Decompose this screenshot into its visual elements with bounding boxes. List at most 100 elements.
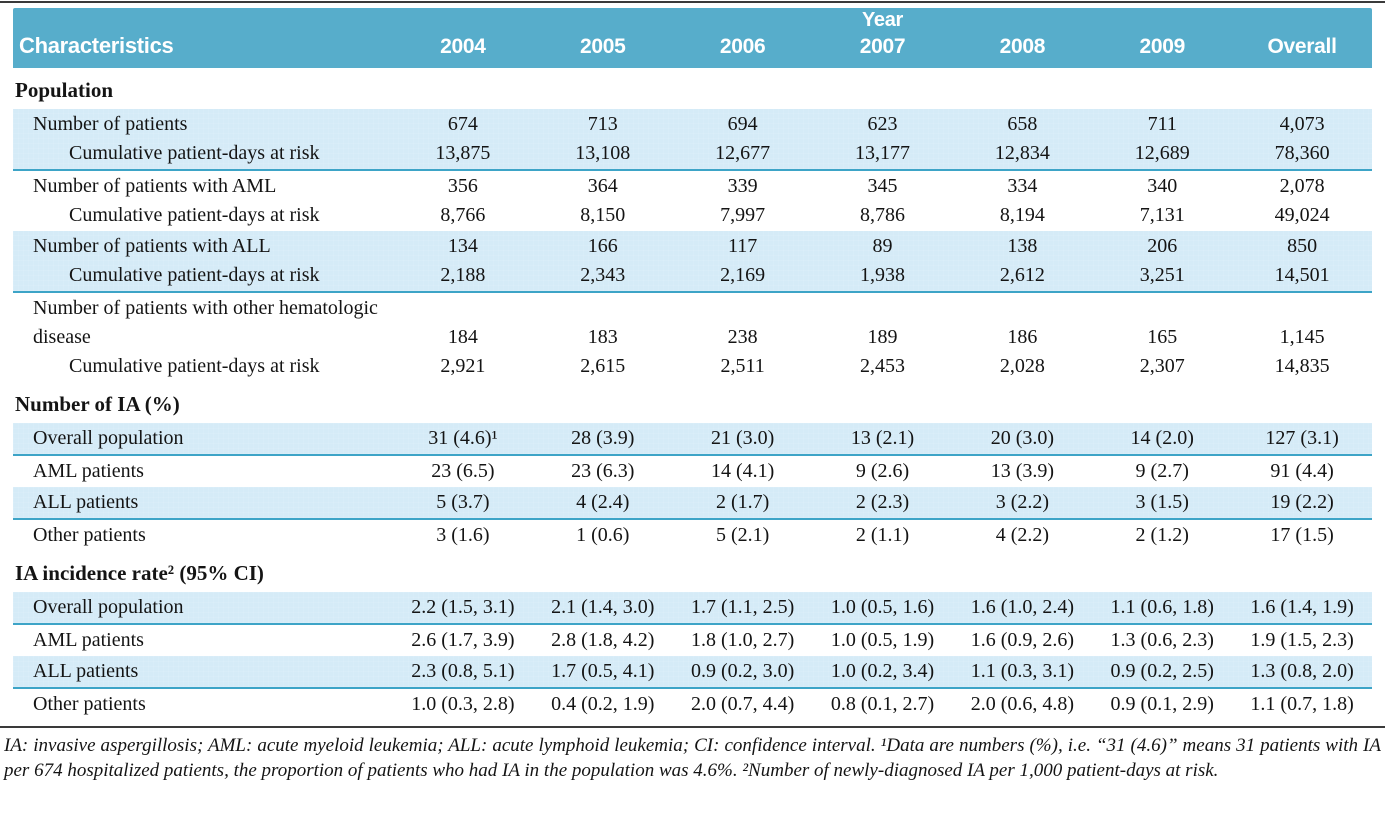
column-header-2004: 2004 <box>440 35 486 58</box>
table-band: ALL patients 2.3 (0.8, 5.1) 1.7 (0.5, 4.1)… <box>13 656 1372 689</box>
cell-value: 9 (2.7) <box>1135 460 1189 482</box>
cell-value: 117 <box>728 235 758 257</box>
cell-value: 20 (3.0) <box>990 427 1055 449</box>
cell-value: 9 (2.6) <box>855 460 910 482</box>
cell-value: 2 (1.7) <box>715 491 770 513</box>
column-header-2009: 2009 <box>1139 35 1185 58</box>
cell-value: 2.8 (1.8, 4.2) <box>551 629 655 651</box>
cell-value: 3 (1.6) <box>436 524 490 546</box>
cell-value: 8,150 <box>580 204 626 226</box>
cell-value: 2.0 (0.7, 4.4) <box>690 693 795 715</box>
cell-value: 238 <box>727 326 758 348</box>
table-row: Number of patients with AML 356 364 339 345 3… <box>13 172 1372 201</box>
table-band: Other patients 1.0 (0.3, 2.8) 0.4 (0.2, 1.… <box>13 689 1372 720</box>
cell-value: 8,194 <box>999 204 1045 226</box>
table-row: AML patients 2.6 (1.7, 3.9) 2.8 (1.8, 4.2)… <box>13 626 1372 655</box>
row-label: Other patients <box>33 524 146 546</box>
cell-value: 14,501 <box>1274 264 1330 286</box>
table-band: AML patients 2.6 (1.7, 3.9) 2.8 (1.8, 4.2)… <box>13 625 1372 656</box>
table-row: Number of patients 674 713 694 623 658 711 4,07… <box>13 110 1372 139</box>
cell-value: 364 <box>587 175 618 197</box>
table-header: Year Characteristics 2004 2005 2006 2007… <box>13 8 1372 68</box>
table-row: Overall population 31 (4.6)¹ 28 (3.9) 21 (3… <box>13 424 1372 453</box>
cell-value: 206 <box>1147 235 1178 257</box>
cell-value: 134 <box>447 235 478 257</box>
cell-value: 3 (1.5) <box>1135 491 1189 513</box>
cell-value: 23 (6.5) <box>431 460 495 482</box>
cell-value: 5 (2.1) <box>715 524 770 546</box>
cell-value: 2,511 <box>720 355 765 377</box>
cell-value: 2.2 (1.5, 3.1) <box>411 596 515 618</box>
cell-value: 2,343 <box>580 264 626 286</box>
table-row: AML patients 23 (6.5) 23 (6.3) 14 (4.1) 9 (2… <box>13 457 1372 486</box>
cell-value: 2 (1.2) <box>1135 524 1189 546</box>
column-header-2008: 2008 <box>999 35 1046 58</box>
cell-value: 2 (1.1) <box>855 524 910 546</box>
cell-value: 49,024 <box>1274 204 1330 226</box>
row-label: Overall population <box>33 427 184 449</box>
row-label: Number of patients with AML <box>33 175 277 197</box>
cell-value: 13,875 <box>435 142 491 164</box>
cell-value: 1.7 (1.1, 2.5) <box>690 596 795 618</box>
cell-value: 340 <box>1147 175 1178 197</box>
table-band: Overall population 31 (4.6)¹ 28 (3.9) 21 (3… <box>13 423 1372 456</box>
cell-value: 1.1 (0.7, 1.8) <box>1250 693 1354 715</box>
cell-value: 2.1 (1.4, 3.0) <box>551 596 655 618</box>
cell-value: 184 <box>447 326 478 348</box>
cell-value: 12,677 <box>715 142 771 164</box>
cell-value: 31 (4.6)¹ <box>428 427 498 449</box>
cell-value: 2.6 (1.7, 3.9) <box>411 629 515 651</box>
section-header: Population <box>15 78 114 102</box>
footnote-rule <box>0 726 1385 728</box>
cell-value: 7,997 <box>720 204 766 226</box>
table-band: AML patients 23 (6.5) 23 (6.3) 14 (4.1) 9 (2… <box>13 456 1372 487</box>
row-label: AML patients <box>33 460 144 482</box>
cell-value: 0.9 (0.2, 3.0) <box>690 660 795 682</box>
cell-value: 7,131 <box>1139 204 1185 226</box>
cell-value: 2,307 <box>1139 355 1185 377</box>
row-label: Overall population <box>33 596 184 618</box>
column-header-2007: 2007 <box>859 35 906 58</box>
cell-value: 78,360 <box>1274 142 1330 164</box>
cell-value: 2,615 <box>580 355 626 377</box>
cell-value: 2,921 <box>440 355 486 377</box>
cell-value: 1 (0.6) <box>576 524 630 546</box>
cell-value: 127 (3.1) <box>1265 427 1339 449</box>
cell-value: 1.0 (0.5, 1.9) <box>830 629 935 651</box>
section-header: IA incidence rate² (95% CI) <box>15 561 264 585</box>
table-band: Other patients 3 (1.6) 1 (0.6) 5 (2.1) 2 (1.… <box>13 520 1372 551</box>
cell-value: 345 <box>867 175 898 197</box>
table-row: ALL patients 5 (3.7) 4 (2.4) 2 (1.7) 2 (2.3)… <box>13 488 1372 517</box>
table-row: Cumulative patient-days at risk 2,921 2,61… <box>13 352 1372 381</box>
table-row: Overall population 2.2 (1.5, 3.1) 2.1 (1.4… <box>13 593 1372 622</box>
year-span-label: Year <box>861 9 904 31</box>
cell-value: 694 <box>727 113 758 135</box>
cell-value: 13,177 <box>854 142 910 164</box>
table-row: Cumulative patient-days at risk 8,766 8,15… <box>13 201 1372 230</box>
cell-value: 3,251 <box>1139 264 1185 286</box>
cell-value: 12,689 <box>1134 142 1190 164</box>
cell-value: 1,938 <box>859 264 905 286</box>
row-label: ALL patients <box>33 660 139 682</box>
cell-value: 2,169 <box>720 264 766 286</box>
row-label: Cumulative patient-days at risk <box>69 264 320 286</box>
cell-value: 23 (6.3) <box>571 460 635 482</box>
cell-value: 1.0 (0.5, 1.6) <box>830 596 935 618</box>
cell-value: 2,078 <box>1279 175 1325 197</box>
cell-value: 8,766 <box>440 204 486 226</box>
table-row: Cumulative patient-days at risk 13,875 13,… <box>13 139 1372 168</box>
cell-value: 14,835 <box>1274 355 1330 377</box>
table-row: Number of patients with other hematologi… <box>13 294 1372 352</box>
cell-value: 14 (4.1) <box>710 460 775 482</box>
cell-value: 19 (2.2) <box>1270 491 1334 513</box>
cell-value: 1.6 (1.4, 1.9) <box>1250 596 1354 618</box>
cell-value: 0.4 (0.2, 1.9) <box>551 693 655 715</box>
cell-value: 3 (2.2) <box>995 491 1050 513</box>
cell-value: 334 <box>1007 175 1038 197</box>
cell-value: 89 <box>872 235 893 257</box>
table-band: Number of patients with AML 356 364 339 345 3… <box>13 171 1372 231</box>
cell-value: 2,188 <box>440 264 486 286</box>
cell-value: 850 <box>1287 235 1318 257</box>
cell-value: 0.9 (0.2, 2.5) <box>1110 660 1214 682</box>
table-row: Other patients 1.0 (0.3, 2.8) 0.4 (0.2, 1.… <box>13 690 1372 719</box>
